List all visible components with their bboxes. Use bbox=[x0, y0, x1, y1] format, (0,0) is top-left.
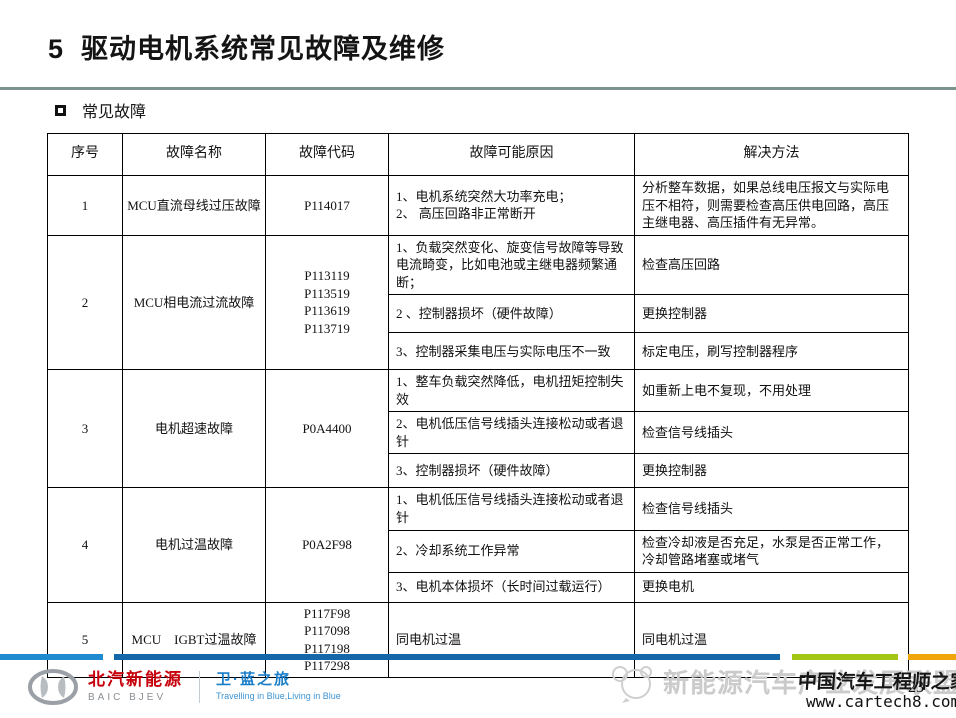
brand-name-en: BAIC BJEV bbox=[88, 691, 167, 703]
cell-solution: 更换控制器 bbox=[634, 294, 909, 334]
title-divider bbox=[0, 87, 956, 90]
table-subrow: 2、冷却系统工作异常 检查冷却液是否充足，水泵是否正常工作，冷却管路堵塞或堵气 bbox=[48, 529, 909, 573]
cartech-url-text: www.cartech8.com bbox=[806, 692, 956, 711]
baic-logo-icon bbox=[28, 669, 78, 705]
table-subrow: 2 、控制器损坏（硬件故障） 更换控制器 bbox=[48, 294, 909, 334]
cell-fault-code: P0A4400 bbox=[265, 369, 389, 489]
table-header-row: 序号 故障名称 故障代码 故障可能原因 解决方法 bbox=[47, 133, 909, 176]
brand-name-cn: 北汽新能源 bbox=[88, 670, 183, 690]
cell-solution: 更换电机 bbox=[634, 571, 909, 603]
table-subrow: 3、控制器采集电压与实际电压不一致 标定电压，刷写控制器程序 bbox=[48, 332, 909, 371]
fault-table: 序号 故障名称 故障代码 故障可能原因 解决方法 1 MCU直流母线过压故障 P… bbox=[47, 133, 909, 678]
cell-fault-name: MCU IGBT过温故障 bbox=[122, 601, 266, 678]
cartech-watermark-text: 中国汽车工程师之家 bbox=[797, 672, 956, 693]
table-row: 3 电机超速故障 P0A4400 1、整车负载突然降低，电机扭矩控制失效 如重新… bbox=[47, 369, 909, 489]
table-row: 1 MCU直流母线过压故障 P114017 1、电机系统突然大功率充电； 2、 … bbox=[47, 175, 909, 236]
cell-solution: 如重新上电不复现，不用处理 bbox=[634, 369, 909, 413]
alliance-watermark-text: 新能源汽车产业发展联盟 bbox=[663, 668, 956, 698]
table-row: 4 电机过温故障 P0A2F98 1、电机低压信号线插头连接松动或者退针 检查信… bbox=[47, 487, 909, 603]
cell-no: 4 bbox=[47, 487, 123, 603]
footer-bar-orange bbox=[908, 654, 956, 660]
cell-fault-name: MCU相电流过流故障 bbox=[122, 234, 266, 371]
page-title: 5 驱动电机系统常见故障及维修 bbox=[48, 34, 446, 64]
cell-no: 2 bbox=[47, 234, 123, 371]
cell-fault-code: P114017 bbox=[265, 175, 389, 236]
cell-cause: 3、电机本体损坏（长时间过载运行） bbox=[388, 571, 635, 603]
cell-solution: 检查冷却液是否充足，水泵是否正常工作，冷却管路堵塞或堵气 bbox=[634, 529, 909, 573]
cell-cause: 1、整车负载突然降低，电机扭矩控制失效 bbox=[388, 369, 635, 413]
page-number: 23 bbox=[908, 679, 924, 696]
table-subrow: 2、电机低压信号线插头连接松动或者退针 检查信号线插头 bbox=[48, 411, 909, 455]
cell-cause: 3、控制器采集电压与实际电压不一致 bbox=[388, 332, 635, 371]
header-fault-name: 故障名称 bbox=[122, 133, 266, 176]
table-row: 5 MCU IGBT过温故障 P117F98 P117098 P117198 P… bbox=[47, 601, 909, 678]
cell-solution: 分析整车数据，如果总线电压报文与实际电压不相符，则需要检查高压供电回路，高压主继… bbox=[634, 175, 909, 236]
footer-bar-green bbox=[792, 654, 898, 660]
brand-slogan-en: Travelling in Blue,Living in Blue bbox=[216, 690, 341, 701]
cell-solution: 同电机过温 bbox=[634, 601, 909, 678]
cell-cause: 2、电机低压信号线插头连接松动或者退针 bbox=[388, 411, 635, 455]
cell-solution: 检查信号线插头 bbox=[634, 411, 909, 455]
footer-bar-darkblue bbox=[114, 654, 780, 660]
cell-no: 5 bbox=[47, 601, 123, 678]
cell-fault-name: 电机超速故障 bbox=[122, 369, 266, 489]
square-bullet-icon bbox=[55, 105, 66, 116]
cell-fault-code: P113119 P113519 P113619 P113719 bbox=[265, 234, 389, 371]
cell-fault-name: MCU直流母线过压故障 bbox=[122, 175, 266, 236]
brand-slogan-cn: 卫·蓝之旅 bbox=[216, 671, 291, 689]
section-heading: 常见故障 bbox=[55, 98, 146, 122]
cell-solution: 更换控制器 bbox=[634, 453, 909, 489]
cell-fault-name: 电机过温故障 bbox=[122, 487, 266, 603]
footer-bar-lightblue bbox=[0, 654, 103, 660]
cell-fault-code: P117F98 P117098 P117198 P117298 bbox=[265, 601, 389, 678]
alliance-watermark-icon bbox=[612, 666, 652, 703]
section-label: 常见故障 bbox=[82, 104, 147, 121]
header-solution: 解决方法 bbox=[634, 133, 909, 176]
cell-cause: 2 、控制器损坏（硬件故障） bbox=[388, 294, 635, 334]
table-row: 2 MCU相电流过流故障 P113119 P113519 P113619 P11… bbox=[47, 234, 909, 371]
header-no: 序号 bbox=[47, 133, 123, 176]
table-subrow: 3、控制器损坏（硬件故障） 更换控制器 bbox=[48, 453, 909, 489]
cell-cause: 2、冷却系统工作异常 bbox=[388, 529, 635, 573]
header-fault-code: 故障代码 bbox=[265, 133, 389, 176]
cell-cause: 1、负载突然变化、旋变信号故障等导致电流畸变，比如电池或主继电器频繁通断； bbox=[388, 234, 635, 296]
cell-cause: 3、控制器损坏（硬件故障） bbox=[388, 453, 635, 489]
cell-no: 1 bbox=[47, 175, 123, 236]
brand-divider bbox=[199, 671, 200, 703]
cell-cause: 1、电机系统突然大功率充电； 2、 高压回路非正常断开 bbox=[388, 175, 635, 236]
header-cause: 故障可能原因 bbox=[388, 133, 635, 176]
cell-solution: 检查信号线插头 bbox=[634, 487, 909, 531]
cell-solution: 检查高压回路 bbox=[634, 234, 909, 296]
footer-brand: 北汽新能源 BAIC BJEV 卫·蓝之旅 Travelling in Blue… bbox=[28, 668, 341, 706]
cell-no: 3 bbox=[47, 369, 123, 489]
cell-solution: 标定电压，刷写控制器程序 bbox=[634, 332, 909, 371]
cell-cause: 同电机过温 bbox=[388, 601, 635, 678]
cell-cause: 1、电机低压信号线插头连接松动或者退针 bbox=[388, 487, 635, 531]
cell-fault-code: P0A2F98 bbox=[265, 487, 389, 603]
